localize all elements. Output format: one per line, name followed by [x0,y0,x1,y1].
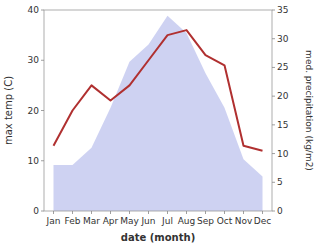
x-tick-label: May [120,216,139,226]
x-tick-label: Dec [254,216,271,226]
plot-frame [44,10,272,211]
temperature-line [54,30,263,151]
y-tick [41,211,44,212]
x-tick-label: Mar [83,216,100,226]
x-tick [91,211,92,214]
y2-tick [272,67,275,68]
y2-tick [272,124,275,125]
x-tick-label: Jun [140,216,155,226]
x-tick-label: Sep [197,216,214,226]
y2-axis-label: med. precipitation (kg/m2) [304,50,314,171]
y2-tick [272,38,275,39]
x-tick-label: Apr [103,216,119,226]
x-tick [186,211,187,214]
x-tick-label: Jul [161,216,173,226]
y2-tick [272,211,275,212]
y2-tick-label: 30 [277,34,289,44]
y2-tick-label: 10 [277,149,289,159]
y2-tick-label: 15 [277,120,288,130]
y-axis-label: max temp (C) [3,76,14,145]
y2-tick-label: 0 [277,206,283,216]
page: {"chart_data": {"type": "line", "xlabel"… [0,0,318,247]
x-tick-label: Oct [217,216,233,226]
y-tick-label: 30 [28,55,40,65]
y2-tick [272,10,275,11]
x-tick [167,211,168,214]
x-axis-label: date (month) [121,232,195,243]
x-tick [224,211,225,214]
x-tick-label: Jan [46,216,61,226]
chart-svg: Jan FebMarAprMayJun Jul AugSepOctNovDec 0 10 2… [0,0,318,247]
y-tick-label: 20 [28,106,40,116]
y-tick [41,60,44,61]
x-tick [148,211,149,214]
y-tick-label: 0 [33,206,39,216]
x-tick-label: Feb [65,216,81,226]
y2-tick-label: 25 [277,62,288,72]
y-tick-label: 10 [28,156,40,166]
plot-marks [54,16,263,211]
y2-tick [272,153,275,154]
chart-container: Jan FebMarAprMayJun Jul AugSepOctNovDec 0 10 2… [0,0,318,247]
y2-tick [272,182,275,183]
y2-tick [272,96,275,97]
x-tick [129,211,130,214]
y2-tick-label: 20 [277,91,289,101]
y-tick [41,160,44,161]
x-tick [262,211,263,214]
x-tick-label: Aug [178,216,196,226]
y2-tick-label: 35 [277,5,288,15]
x-tick [72,211,73,214]
precipitation-area [54,16,263,211]
x-tick [205,211,206,214]
y2-tick-label: 5 [277,177,283,187]
x-tick [243,211,244,214]
x-tick [110,211,111,214]
y-tick-label: 40 [28,5,40,15]
x-tick-label: Nov [235,216,253,226]
y-tick [41,110,44,111]
y-tick [41,10,44,11]
x-tick [53,211,54,214]
